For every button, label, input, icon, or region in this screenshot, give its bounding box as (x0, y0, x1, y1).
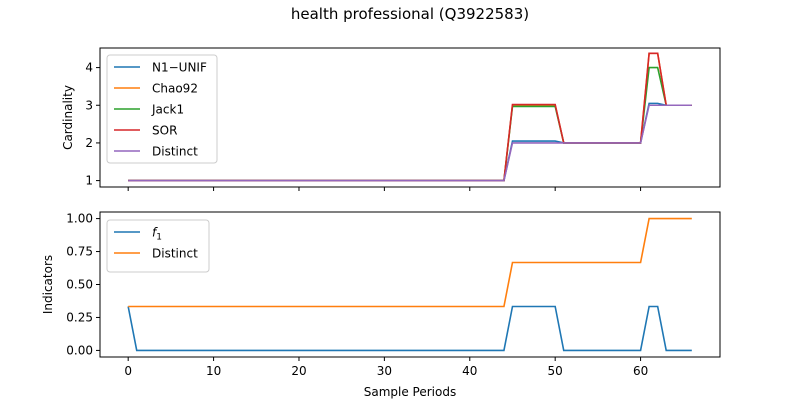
y-tick-label: 1.00 (66, 212, 93, 226)
x-tick-label: 20 (291, 364, 306, 378)
legend: N1−UNIF Chao92 Jack1 SOR Distinct (106, 54, 218, 164)
x-tick-label: 60 (633, 364, 648, 378)
y-tick-label: 4 (85, 61, 93, 75)
legend-label: Distinct (152, 247, 198, 261)
legend-label: Chao92 (152, 82, 198, 96)
x-tick-label: 50 (548, 364, 563, 378)
y-axis-label: Cardinality (61, 85, 75, 150)
y-tick-label: 3 (85, 98, 93, 112)
x-tick-label: 0 (124, 364, 132, 378)
x-axis-label: Sample Periods (364, 385, 456, 399)
legend-label: Distinct (152, 145, 198, 159)
legend-label: Jack1 (151, 103, 184, 117)
x-tick-label: 30 (377, 364, 392, 378)
axes-frame (99, 47, 721, 188)
y-tick-label: 2 (85, 136, 93, 150)
y-tick-label: 0.00 (66, 343, 93, 357)
series-line-distinct (128, 217, 692, 308)
indicators-panel: 0 10 20 30 40 50 60 0.00 0.25 0.50 0.75 1.00 Indicat… (41, 211, 721, 378)
y-tick-label: 0.25 (66, 310, 93, 324)
y-axis-label: Indicators (41, 255, 55, 314)
y-tick-label: 0.50 (66, 278, 93, 292)
figure-title: health professional (Q3922583) (291, 5, 529, 23)
series-line-f1 (127, 305, 692, 352)
series-line-distinct (128, 104, 692, 182)
legend-box (106, 54, 218, 164)
legend-label: N1−UNIF (152, 61, 207, 75)
legend-label: f1 (152, 226, 162, 243)
x-tick-label: 40 (462, 364, 477, 378)
y-tick-label: 0.75 (66, 245, 93, 259)
legend: f1 Distinct (106, 219, 210, 273)
y-tick-label: 1 (85, 174, 93, 188)
legend-label: SOR (152, 124, 177, 138)
cardinality-panel: 1 2 3 4 Cardinality N1−UNIF Chao92 Jack1 SOR Dist… (61, 47, 721, 191)
x-tick-label: 10 (206, 364, 221, 378)
legend-box (106, 219, 210, 273)
